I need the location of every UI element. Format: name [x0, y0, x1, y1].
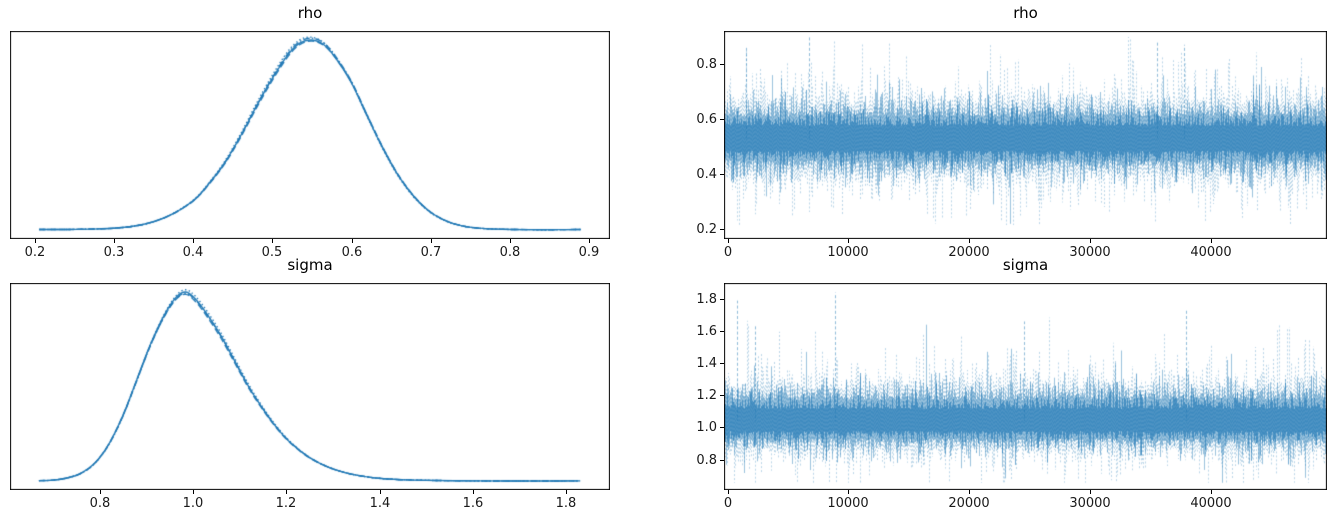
rho-kde-xtick-label: 0.9 [578, 245, 600, 260]
rho-kde-xtick-label: 0.4 [182, 245, 204, 260]
sigma-trace-xtick-label: 20000 [948, 496, 990, 511]
sigma-kde-canvas [10, 283, 610, 490]
sigma-kde-xtick-label: 1.6 [462, 496, 484, 511]
rho-trace-xtick [969, 239, 970, 243]
sigma-kde-xtick-label: 1.4 [369, 496, 391, 511]
sigma-trace-ytick [720, 331, 724, 332]
sigma-trace-ytick-label: 1.8 [696, 292, 717, 307]
sigma-trace-xtick-label: 40000 [1190, 496, 1232, 511]
rho-kde-xtick [272, 239, 273, 243]
sigma-trace-ytick-label: 0.8 [696, 453, 717, 468]
rho-trace-ytick [720, 229, 724, 230]
title-rho-kde: rho [297, 4, 323, 22]
axes-sigma-kde [10, 283, 610, 490]
rho-kde-xtick [193, 239, 194, 243]
sigma-kde-xtick [473, 490, 474, 494]
sigma-trace-xtick [848, 490, 849, 494]
rho-kde-xtick-label: 0.8 [499, 245, 521, 260]
sigma-kde-xtick-label: 1.8 [555, 496, 577, 511]
rho-trace-ytick-label: 0.4 [696, 167, 717, 182]
rho-trace-xtick-label: 30000 [1069, 245, 1111, 260]
rho-trace-xtick-label: 20000 [948, 245, 990, 260]
sigma-kde-xtick [380, 490, 381, 494]
rho-kde-xtick-label: 0.5 [261, 245, 283, 260]
sigma-trace-xtick [1211, 490, 1212, 494]
rho-trace-ytick [720, 119, 724, 120]
sigma-trace-ytick [720, 395, 724, 396]
rho-trace-ytick-label: 0.6 [696, 112, 717, 127]
rho-kde-xtick [431, 239, 432, 243]
rho-trace-xtick [848, 239, 849, 243]
rho-trace-xtick [1211, 239, 1212, 243]
sigma-trace-xtick [1090, 490, 1091, 494]
sigma-kde-xtick [193, 490, 194, 494]
rho-trace-xtick-label: 0 [723, 245, 733, 260]
rho-kde-xtick-label: 0.6 [341, 245, 363, 260]
rho-trace-ytick-label: 0.8 [696, 57, 717, 72]
sigma-trace-ytick-label: 1.0 [696, 420, 717, 435]
rho-kde-xtick [35, 239, 36, 243]
sigma-kde-xtick-label: 0.8 [89, 496, 111, 511]
sigma-trace-xtick-label: 0 [723, 496, 733, 511]
sigma-trace-ytick-label: 1.4 [696, 356, 717, 371]
sigma-trace-ytick [720, 460, 724, 461]
rho-trace-xtick [728, 239, 729, 243]
sigma-trace-ytick-label: 1.2 [696, 388, 717, 403]
rho-kde-xtick-label: 0.3 [103, 245, 125, 260]
sigma-trace-ytick [720, 299, 724, 300]
rho-trace-canvas [724, 31, 1327, 239]
sigma-trace-xtick [969, 490, 970, 494]
title-rho-trace: rho [1013, 4, 1038, 22]
sigma-kde-xtick-label: 1.2 [275, 496, 297, 511]
title-sigma-trace: sigma [1002, 256, 1049, 274]
sigma-kde-xtick-label: 1.0 [182, 496, 204, 511]
sigma-trace-xtick-label: 10000 [827, 496, 869, 511]
axes-sigma-trace [724, 283, 1327, 490]
sigma-trace-ytick [720, 363, 724, 364]
axes-rho-kde [10, 31, 610, 239]
sigma-trace-xtick-label: 30000 [1069, 496, 1111, 511]
sigma-kde-xtick [566, 490, 567, 494]
rho-kde-xtick-label: 0.2 [24, 245, 46, 260]
sigma-kde-xtick [286, 490, 287, 494]
rho-kde-xtick [510, 239, 511, 243]
sigma-trace-ytick [720, 427, 724, 428]
rho-kde-canvas [10, 31, 610, 239]
axes-rho-trace [724, 31, 1327, 239]
sigma-kde-xtick [100, 490, 101, 494]
sigma-trace-xtick [728, 490, 729, 494]
rho-trace-xtick-label: 10000 [827, 245, 869, 260]
rho-trace-xtick [1090, 239, 1091, 243]
rho-trace-ytick-label: 0.2 [696, 222, 717, 237]
rho-trace-xtick-label: 40000 [1190, 245, 1232, 260]
rho-trace-ytick [720, 64, 724, 65]
title-sigma-kde: sigma [287, 256, 333, 274]
rho-kde-xtick-label: 0.7 [420, 245, 442, 260]
rho-kde-xtick [589, 239, 590, 243]
rho-trace-ytick [720, 174, 724, 175]
sigma-trace-ytick-label: 1.6 [696, 324, 717, 339]
sigma-trace-canvas [724, 283, 1327, 490]
rho-kde-xtick [114, 239, 115, 243]
rho-kde-xtick [352, 239, 353, 243]
